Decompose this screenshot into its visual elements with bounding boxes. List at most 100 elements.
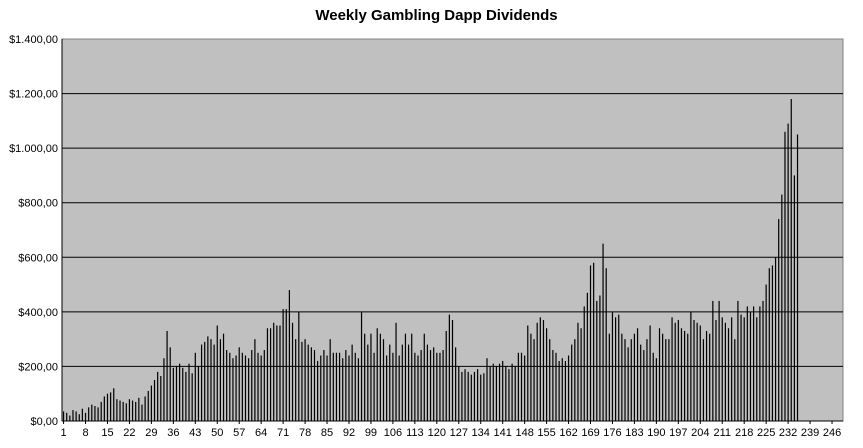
bar xyxy=(244,355,247,421)
bar xyxy=(699,325,701,421)
bar xyxy=(561,358,563,421)
bar xyxy=(160,375,162,421)
bar xyxy=(596,300,598,421)
bar xyxy=(727,328,730,421)
y-tick-label: $800,00 xyxy=(18,198,58,210)
bar xyxy=(451,320,454,421)
bar xyxy=(279,325,281,421)
x-tick-label: 148 xyxy=(515,427,533,439)
bar xyxy=(574,339,576,421)
bar xyxy=(558,360,560,421)
bar xyxy=(241,352,243,421)
bar xyxy=(125,403,127,421)
bar xyxy=(285,309,287,421)
bar xyxy=(520,352,523,421)
x-tick-label: 134 xyxy=(472,427,490,439)
bar xyxy=(210,339,212,421)
bar xyxy=(97,407,99,421)
bar xyxy=(379,333,381,421)
bar xyxy=(147,390,149,421)
bar xyxy=(555,352,557,421)
bar xyxy=(718,300,720,421)
bar xyxy=(564,360,567,421)
bar xyxy=(495,366,498,421)
y-tick-label: $400,00 xyxy=(18,307,58,319)
y-tick-label: $0,00 xyxy=(30,416,58,428)
bar xyxy=(549,339,551,421)
bar xyxy=(401,344,403,421)
bar xyxy=(753,306,755,421)
bar xyxy=(317,360,319,421)
x-tick-label: 43 xyxy=(189,427,201,439)
bar xyxy=(696,322,698,421)
x-tick-label: 78 xyxy=(299,427,311,439)
bar xyxy=(69,415,71,421)
x-tick-label: 169 xyxy=(581,427,599,439)
bar xyxy=(414,352,416,421)
bar xyxy=(787,123,789,421)
bar xyxy=(630,339,632,421)
bar xyxy=(771,265,774,421)
bar xyxy=(94,405,96,421)
bar xyxy=(144,396,146,421)
bar xyxy=(313,350,316,421)
bar xyxy=(470,374,472,421)
bar xyxy=(426,344,429,421)
x-tick-label: 64 xyxy=(255,427,267,439)
bar xyxy=(282,309,284,421)
bar xyxy=(213,344,215,421)
bar xyxy=(502,360,504,421)
bar xyxy=(545,328,548,421)
bar xyxy=(759,306,761,421)
x-tick-label: 8 xyxy=(82,427,88,439)
bar xyxy=(345,350,347,421)
bar xyxy=(586,292,588,421)
bar xyxy=(552,350,554,421)
bar xyxy=(687,333,689,421)
x-tick-label: 141 xyxy=(494,427,512,439)
bar xyxy=(88,407,90,421)
y-tick-label: $200,00 xyxy=(18,361,58,373)
bar xyxy=(179,363,181,421)
bar xyxy=(298,311,300,421)
bar xyxy=(420,350,422,421)
bar xyxy=(110,392,112,421)
bar xyxy=(784,131,786,421)
bar xyxy=(483,373,485,421)
bar xyxy=(357,358,360,421)
bar xyxy=(436,352,438,421)
bar xyxy=(386,355,388,421)
x-tick-label: 15 xyxy=(101,427,113,439)
bar xyxy=(62,411,65,421)
bar xyxy=(702,339,705,421)
bar xyxy=(332,352,334,421)
bar xyxy=(433,347,435,421)
bar xyxy=(731,317,733,421)
bar xyxy=(197,366,200,421)
bar xyxy=(320,355,322,421)
x-tick-label: 1 xyxy=(61,427,67,439)
bar xyxy=(577,322,579,421)
x-tick-label: 22 xyxy=(123,427,135,439)
bar xyxy=(276,325,278,421)
bar xyxy=(439,352,441,421)
x-tick-label: 232 xyxy=(779,427,797,439)
bar xyxy=(219,339,221,421)
bar xyxy=(135,401,137,421)
y-tick-labels: $0,00 $200,00 $400,00 $600,00 $800,00 $1.000,… xyxy=(9,34,58,428)
y-tick-label: $600,00 xyxy=(18,252,58,264)
bar xyxy=(492,363,494,421)
bar xyxy=(498,363,501,421)
bar xyxy=(106,393,109,421)
bar xyxy=(684,330,686,421)
bar xyxy=(257,352,259,421)
bar xyxy=(254,339,256,421)
bar xyxy=(222,333,225,421)
bar xyxy=(589,265,592,421)
bar xyxy=(674,322,676,421)
y-tick-label: $1.400,00 xyxy=(9,34,58,46)
bar xyxy=(624,339,626,421)
y-tick-label: $1.000,00 xyxy=(9,143,58,155)
bar xyxy=(724,322,726,421)
